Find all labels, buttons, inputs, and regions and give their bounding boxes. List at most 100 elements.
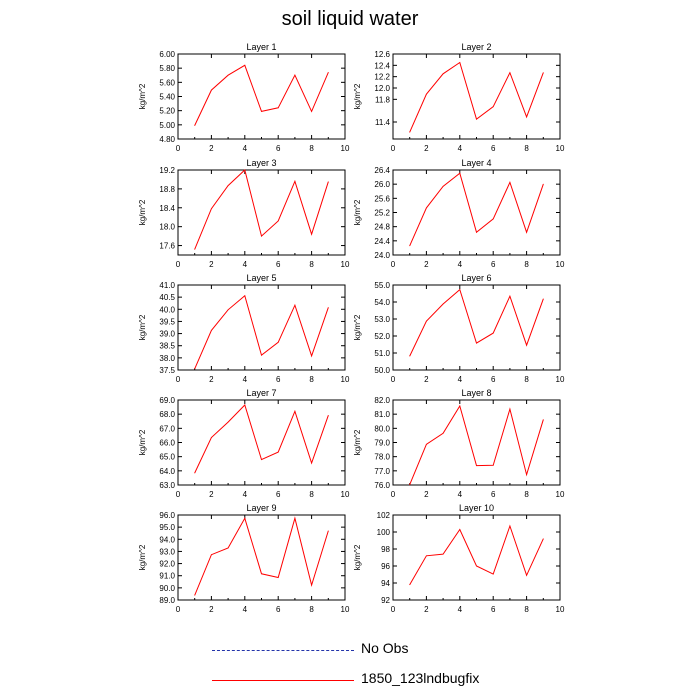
y-tick-label: 92.0 (159, 560, 175, 569)
y-tick-label: 98 (381, 545, 390, 554)
data-point (442, 303, 444, 305)
plot-frame (177, 53, 346, 140)
x-tick-label: 10 (556, 260, 565, 269)
data-point (509, 72, 511, 74)
y-tick-label: 26.4 (374, 166, 390, 175)
y-tick-label: 39.5 (159, 317, 175, 326)
y-axis-label: kg/m^2 (138, 314, 147, 340)
x-tick-label: 10 (341, 375, 350, 384)
data-point (211, 89, 212, 91)
y-tick-label: 65.0 (159, 453, 175, 462)
data-point (311, 355, 312, 357)
y-tick-label: 25.6 (374, 194, 390, 203)
data-point (277, 107, 279, 109)
y-tick-label: 24.0 (374, 251, 390, 260)
data-point (526, 231, 527, 233)
data-point (476, 565, 477, 567)
y-tick-label: 96.0 (159, 511, 175, 520)
data-point (327, 181, 329, 183)
x-tick-label: 10 (556, 490, 565, 499)
x-tick-label: 2 (209, 605, 214, 614)
y-axis-label: kg/m^2 (353, 314, 362, 340)
y-tick-label: 5.00 (159, 121, 175, 130)
panel-title: Layer 4 (461, 158, 491, 168)
y-tick-label: 76.0 (374, 481, 390, 490)
panel-title: Layer 3 (246, 158, 276, 168)
x-tick-label: 2 (424, 490, 429, 499)
data-point (244, 169, 246, 171)
y-tick-label: 11.8 (375, 95, 391, 104)
data-point (442, 432, 444, 434)
x-tick-label: 0 (391, 375, 396, 384)
data-point (211, 554, 212, 556)
x-tick-label: 10 (341, 490, 350, 499)
x-tick-label: 10 (341, 144, 350, 153)
plot-frame (177, 169, 346, 256)
data-point (442, 553, 444, 555)
y-tick-label: 79.0 (374, 439, 390, 448)
data-point (294, 74, 296, 76)
y-tick-label: 25.2 (374, 209, 390, 218)
data-point (261, 235, 262, 237)
data-point (442, 73, 444, 75)
chart-panel-8: Layer 8 kg/m^2 0 2 4 6 8 10 76.0 77.0 78.0 79.0 80.0… (353, 388, 565, 499)
y-tick-label: 39.0 (159, 330, 175, 339)
data-point (426, 93, 427, 95)
x-tick-label: 10 (556, 605, 565, 614)
series-line (194, 294, 329, 369)
data-point (311, 110, 312, 112)
data-point (426, 207, 427, 209)
data-point (442, 185, 444, 187)
plot-frame (392, 169, 561, 256)
data-point (194, 472, 196, 474)
data-point (542, 538, 544, 540)
x-tick-label: 2 (424, 260, 429, 269)
data-point (294, 410, 296, 412)
plot-frame (177, 284, 346, 371)
data-point (459, 289, 461, 290)
y-tick-label: 80.0 (374, 424, 390, 433)
data-point (542, 298, 544, 300)
y-tick-label: 66.0 (159, 439, 175, 448)
x-tick-label: 6 (491, 490, 496, 499)
y-tick-label: 5.60 (159, 78, 175, 87)
data-point (509, 181, 511, 183)
x-tick-label: 0 (176, 375, 181, 384)
y-tick-label: 96 (381, 562, 390, 571)
plot-frame (392, 284, 561, 371)
legend-label-run: 1850_123lndbugfix (361, 670, 480, 686)
x-tick-label: 4 (458, 260, 463, 269)
y-tick-label: 38.0 (159, 354, 175, 363)
x-tick-label: 10 (556, 375, 565, 384)
x-tick-label: 10 (341, 605, 350, 614)
data-point (426, 555, 427, 557)
page-title: soil liquid water (281, 8, 419, 30)
y-tick-label: 92 (381, 596, 390, 605)
data-point (227, 309, 229, 311)
x-tick-label: 10 (556, 144, 565, 153)
legend-label-no-obs: No Obs (361, 640, 409, 656)
y-tick-label: 54.0 (374, 298, 390, 307)
data-point (227, 185, 229, 186)
series-line (194, 169, 329, 250)
y-tick-label: 5.20 (159, 107, 175, 116)
series-line (194, 516, 329, 596)
x-tick-label: 0 (176, 260, 181, 269)
x-tick-label: 6 (276, 490, 281, 499)
y-tick-label: 51.0 (374, 349, 390, 358)
y-tick-label: 5.40 (159, 93, 175, 102)
x-tick-label: 2 (424, 605, 429, 614)
data-point (526, 574, 527, 576)
x-tick-label: 6 (491, 260, 496, 269)
data-point (277, 577, 279, 578)
series-line (409, 172, 544, 247)
y-tick-label: 81.0 (374, 410, 390, 419)
data-point (526, 344, 527, 346)
data-point (542, 419, 544, 421)
y-tick-label: 67.0 (159, 424, 175, 433)
y-tick-label: 11.4 (375, 118, 391, 127)
y-tick-label: 41.0 (159, 281, 175, 290)
data-point (509, 525, 511, 527)
data-point (327, 72, 329, 73)
